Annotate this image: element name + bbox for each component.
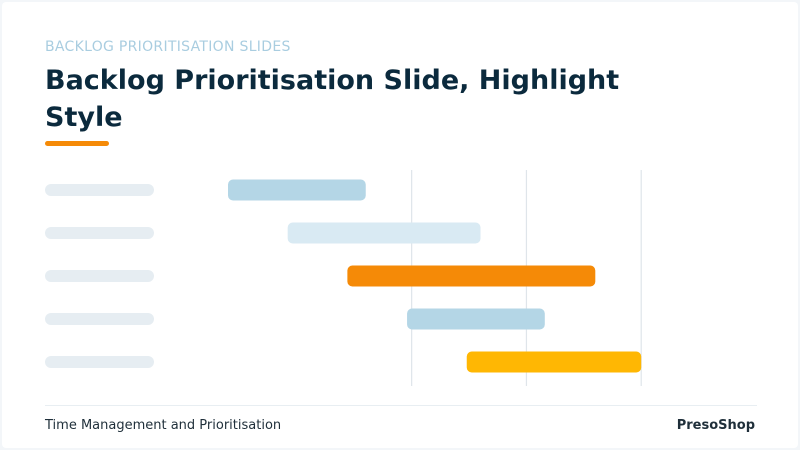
- title-accent-underline: [45, 141, 109, 146]
- slide-title: Backlog Prioritisation Slide, Highlight …: [45, 65, 620, 133]
- task-label-placeholder: [45, 227, 154, 239]
- footer-divider: [45, 405, 757, 406]
- task-bar-1: [228, 179, 366, 201]
- footer-topic: Time Management and Prioritisation: [45, 418, 282, 433]
- task-bar-3: [347, 265, 596, 287]
- task-bar-2: [287, 222, 481, 244]
- footer-brand: PresoShop: [676, 418, 755, 433]
- task-bar-5: [466, 351, 642, 373]
- task-label-placeholder: [45, 356, 154, 368]
- task-label-placeholder: [45, 184, 154, 196]
- slide-eyebrow: BACKLOG PRIORITISATION SLIDES: [45, 39, 291, 55]
- task-bar-4: [407, 308, 545, 330]
- task-label-placeholder: [45, 270, 154, 282]
- task-label-placeholder: [45, 313, 154, 325]
